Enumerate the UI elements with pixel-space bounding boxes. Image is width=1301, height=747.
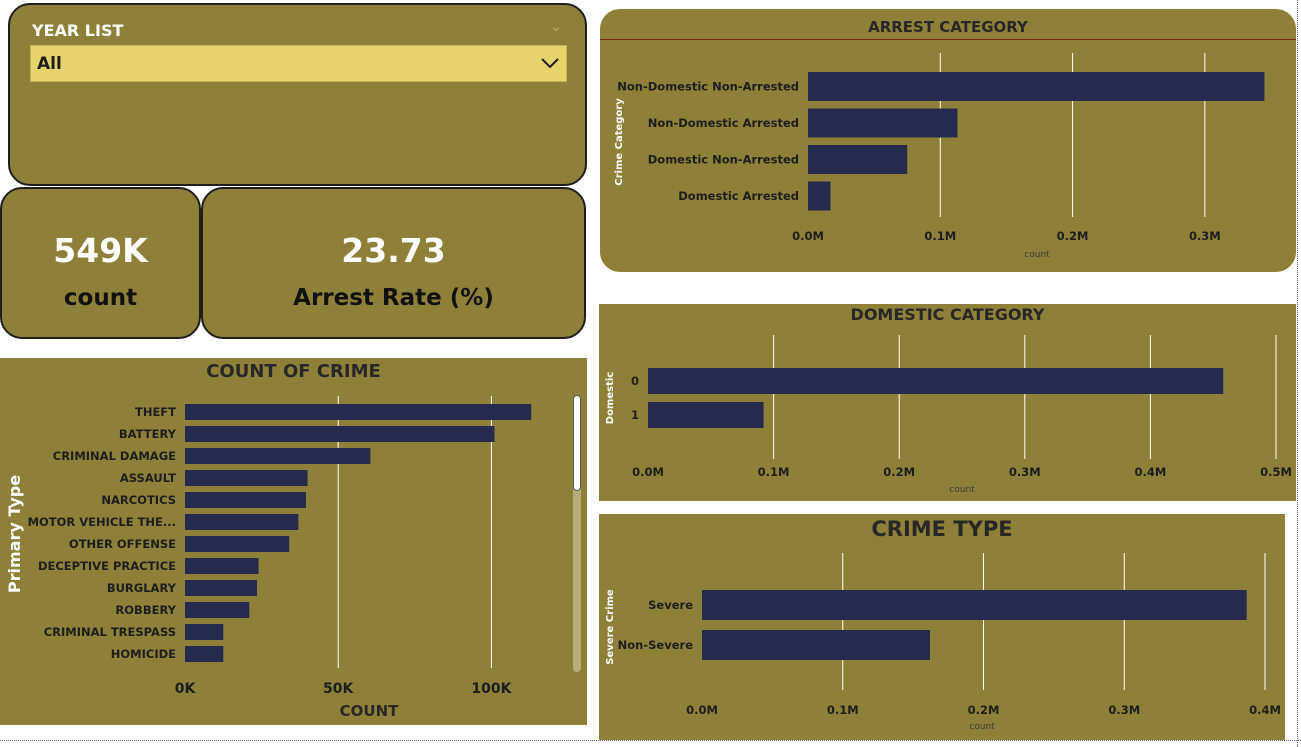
arrest-category-plot: 0.0M 0.1M 0.2M 0.3M Non-Domestic Non-Arreste… [614, 53, 1265, 260]
y-category-label: MOTOR VEHICLE THE... [28, 515, 176, 529]
y-category-label: Non-Domestic Arrested [648, 116, 799, 130]
canvas-border-right [1297, 0, 1298, 747]
year-dropdown[interactable]: All [30, 45, 567, 82]
bar[interactable] [185, 646, 224, 662]
title-underline [600, 39, 1296, 40]
y-category-label: Non-Domestic Non-Arrested [617, 80, 799, 94]
x-tick-label: 0.2M [883, 465, 915, 479]
y-category-label: 1 [631, 408, 639, 422]
x-tick-label: 0.2M [1057, 229, 1089, 243]
bar[interactable] [185, 580, 258, 596]
x-tick-label: 0.5M [1260, 465, 1292, 479]
bar[interactable] [185, 624, 224, 640]
y-category-label: HOMICIDE [111, 647, 176, 661]
scrollbar-track[interactable] [573, 395, 581, 672]
y-category-label: DECEPTIVE PRACTICE [38, 559, 176, 573]
x-tick-label: 0K [175, 681, 197, 697]
kpi-card-arrest-rate: 23.73 Arrest Rate (%) [201, 187, 586, 339]
bar[interactable] [185, 558, 259, 574]
domestic-category-chart[interactable]: DOMESTIC CATEGORY 0.0M 0.1M 0.2M 0.3M 0.4M 0.… [599, 304, 1296, 501]
bar[interactable] [702, 590, 1247, 620]
y-category-label: OTHER OFFENSE [69, 537, 176, 551]
y-category-label: ASSAULT [120, 471, 176, 485]
x-tick-label: 0.0M [686, 703, 718, 717]
x-tick-label: 100K [471, 681, 512, 697]
bar[interactable] [185, 536, 290, 552]
x-tick-label: 0.2M [968, 703, 1000, 717]
year-slicer[interactable]: YEAR LIST ⌄ All [8, 3, 587, 186]
bar[interactable] [808, 181, 831, 211]
bar[interactable] [808, 145, 908, 174]
y-category-label: BATTERY [119, 427, 177, 441]
bar[interactable] [185, 492, 307, 508]
kpi-arrest-rate-label: Arrest Rate (%) [293, 285, 494, 311]
bar[interactable] [648, 402, 764, 428]
crime-type-chart[interactable]: CRIME TYPE 0.0M 0.1M 0.2M 0.3M 0.4M Severe Non… [599, 514, 1285, 740]
x-tick-label: 0.1M [827, 703, 859, 717]
y-category-label: NARCOTICS [101, 493, 176, 507]
x-tick-label: 0.3M [1009, 465, 1041, 479]
x-tick-label: 0.3M [1108, 703, 1140, 717]
y-category-label: ROBBERY [115, 603, 176, 617]
kpi-arrest-rate-value: 23.73 [341, 231, 446, 270]
y-axis-title: Domestic [605, 372, 616, 425]
collapse-chevron-icon[interactable]: ⌄ [550, 19, 562, 35]
year-dropdown-value: All [37, 54, 62, 74]
x-tick-label: 0.1M [924, 229, 956, 243]
y-category-label: Domestic Arrested [678, 189, 799, 203]
scrollbar-thumb[interactable] [573, 395, 581, 491]
y-category-label: Domestic Non-Arrested [648, 153, 799, 167]
bar[interactable] [185, 404, 532, 420]
x-tick-label: 50K [323, 681, 354, 697]
crime-type-plot: 0.0M 0.1M 0.2M 0.3M 0.4M Severe Non-Severe coun… [605, 553, 1281, 732]
chart-title: DOMESTIC CATEGORY [850, 305, 1045, 324]
y-category-label: THEFT [135, 405, 176, 419]
y-axis-title: Severe Crime [605, 589, 616, 665]
x-tick-label: 0.0M [792, 229, 824, 243]
bar[interactable] [808, 108, 958, 138]
kpi-count-value: 549K [53, 231, 148, 270]
x-axis-title: count [949, 485, 975, 495]
y-category-label: 0 [631, 374, 639, 388]
y-category-label: BURGLARY [107, 581, 177, 595]
y-axis-title: Primary Type [5, 475, 24, 593]
kpi-count-label: count [63, 285, 138, 311]
bar[interactable] [185, 426, 495, 442]
bar[interactable] [808, 72, 1265, 101]
x-tick-label: 0.0M [632, 465, 664, 479]
x-tick-label: 0.4M [1249, 703, 1281, 717]
count-of-crime-plot: 0K 50K 100K THEFT BATTERY CRIMINAL DAMAGE ASSA… [5, 396, 532, 720]
bar[interactable] [185, 470, 308, 486]
x-axis-title: count [969, 722, 995, 732]
chart-title: CRIME TYPE [871, 517, 1013, 541]
bar[interactable] [185, 514, 299, 530]
x-axis-title: COUNT [340, 702, 399, 720]
chart-title: ARREST CATEGORY [868, 18, 1028, 36]
x-axis-title: count [1024, 250, 1050, 260]
chevron-down-icon[interactable] [540, 56, 560, 70]
y-category-label: CRIMINAL DAMAGE [53, 449, 176, 463]
count-of-crime-chart[interactable]: COUNT OF CRIME 0K 50K 100K THEFT BATTERY CRIM… [0, 358, 587, 725]
y-category-label: Severe [648, 598, 693, 612]
x-tick-label: 0.4M [1134, 465, 1166, 479]
kpi-card-count: 549K count [0, 187, 201, 339]
domestic-category-plot: 0.0M 0.1M 0.2M 0.3M 0.4M 0.5M 0 1 count Domestic [605, 335, 1292, 495]
y-axis-title: Crime Category [614, 98, 625, 186]
slicer-title: YEAR LIST [32, 21, 124, 40]
bar[interactable] [185, 602, 250, 618]
bar[interactable] [648, 368, 1224, 394]
y-category-label: CRIMINAL TRESPASS [44, 625, 176, 639]
chart-title: COUNT OF CRIME [206, 361, 381, 382]
bar[interactable] [702, 630, 931, 660]
canvas-border-bottom [0, 740, 1301, 741]
arrest-category-chart[interactable]: ARREST CATEGORY 0.0M 0.1M 0.2M 0.3M Non-Dome… [600, 9, 1296, 272]
x-tick-label: 0.3M [1189, 229, 1221, 243]
y-category-label: Non-Severe [618, 638, 694, 652]
x-tick-label: 0.1M [758, 465, 790, 479]
bar[interactable] [185, 448, 371, 464]
